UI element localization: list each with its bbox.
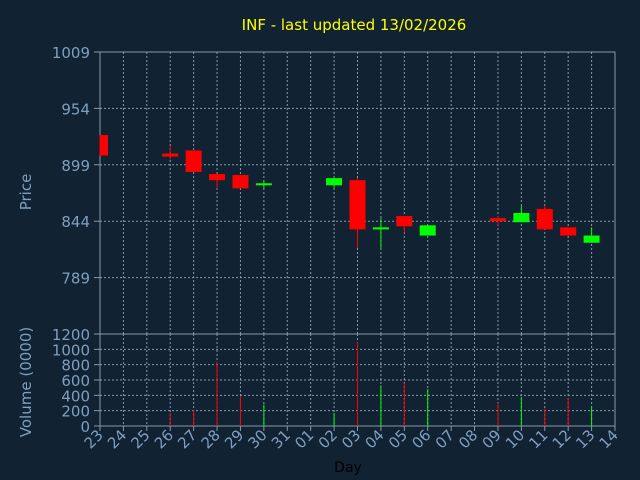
- candle: [372, 218, 389, 249]
- candle-body: [536, 208, 553, 230]
- candle-body: [100, 135, 108, 156]
- x-tick-label: 14: [596, 426, 622, 452]
- candle: [583, 227, 600, 243]
- candle: [419, 225, 436, 236]
- x-tick-label: 30: [244, 426, 270, 452]
- x-tick-label: 31: [268, 426, 294, 452]
- x-tick-label: 09: [479, 426, 505, 452]
- candle-body: [560, 227, 577, 236]
- x-tick-label: 05: [385, 426, 411, 452]
- x-tick-label: 03: [338, 426, 364, 452]
- candle-body: [513, 212, 530, 223]
- candle: [185, 150, 202, 172]
- candle: [162, 146, 179, 160]
- candle-body: [419, 225, 436, 236]
- candle-body: [185, 150, 202, 172]
- candle-body: [255, 183, 272, 186]
- x-axis: 2324252627282930310102030405060708091011…: [81, 426, 622, 452]
- price-tick-label: 954: [61, 100, 90, 118]
- x-tick-label: 13: [572, 426, 598, 452]
- x-tick-label: 04: [362, 426, 388, 452]
- candle: [349, 178, 366, 248]
- candle-body: [489, 218, 506, 222]
- candle-body: [326, 178, 343, 186]
- x-tick-label: 07: [432, 426, 458, 452]
- candle-body: [349, 180, 366, 230]
- x-tick-label: 27: [174, 426, 200, 452]
- x-tick-label: 26: [151, 426, 177, 452]
- candle-body: [232, 175, 249, 189]
- x-tick-label: 24: [104, 426, 130, 452]
- candle-body: [396, 216, 413, 227]
- candle: [209, 174, 226, 189]
- x-tick-label: 06: [408, 426, 434, 452]
- candle: [489, 216, 506, 226]
- candle: [396, 216, 413, 233]
- candle-body: [162, 153, 179, 157]
- x-tick-label: 11: [525, 426, 551, 452]
- candle: [536, 205, 553, 230]
- volume-tick-label: 1200: [52, 326, 90, 344]
- price-tick-label: 1009: [52, 44, 90, 62]
- x-tick-label: 25: [127, 426, 153, 452]
- x-tick-label: 29: [221, 426, 247, 452]
- x-tick-label: 28: [198, 426, 224, 452]
- volume-tick-label: 600: [61, 372, 90, 390]
- candle-body: [209, 174, 226, 181]
- candle: [326, 178, 343, 189]
- x-axis-label: Day: [334, 460, 362, 476]
- volume-tick-label: 200: [61, 403, 90, 421]
- x-tick-label: 12: [549, 426, 575, 452]
- price-tick-label: 789: [61, 270, 90, 288]
- volume-axis-label: Volume (0000): [17, 327, 35, 437]
- chart-title: INF - last updated 13/02/2026: [242, 16, 467, 34]
- candle: [232, 175, 249, 189]
- x-tick-label: 02: [315, 426, 341, 452]
- candle-body: [583, 235, 600, 243]
- candle: [513, 205, 530, 223]
- volume-tick-label: 400: [61, 387, 90, 405]
- candle: [560, 227, 577, 236]
- x-tick-label: 08: [455, 426, 481, 452]
- volume-tick-label: 1000: [52, 341, 90, 359]
- price-panel: 1009 954 899 844 789: [52, 44, 616, 335]
- candle-body: [372, 227, 389, 230]
- price-tick-label: 899: [61, 157, 90, 175]
- candle: [255, 180, 272, 189]
- price-axis-label: Price: [17, 174, 35, 211]
- candle: [99, 135, 108, 156]
- price-tick-label: 844: [61, 213, 90, 231]
- x-tick-label: 10: [502, 426, 528, 452]
- volume-tick-label: 800: [61, 357, 90, 375]
- volume-tick-label: 0: [80, 418, 90, 436]
- x-tick-label: 01: [291, 426, 317, 452]
